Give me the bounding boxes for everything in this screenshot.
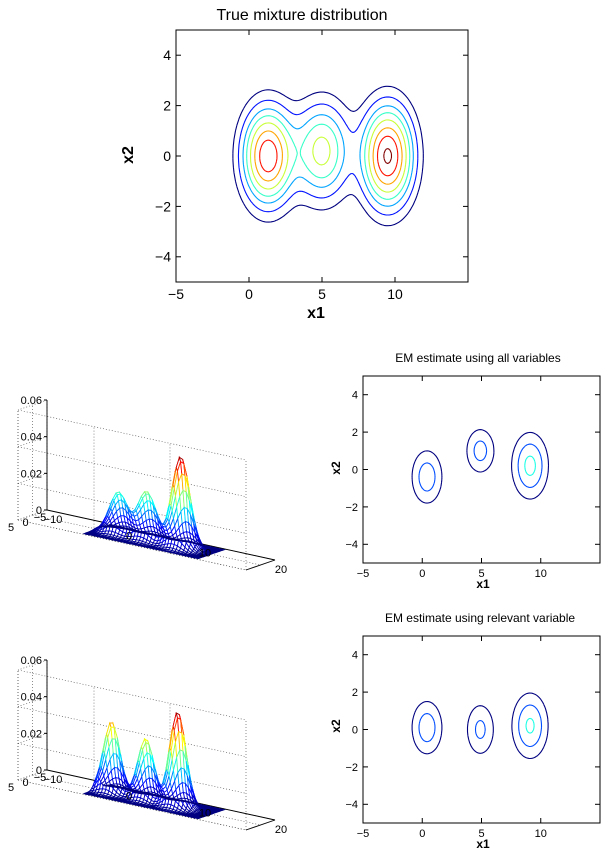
- x-tick-label: −5: [168, 286, 184, 302]
- contour-line: [232, 85, 424, 227]
- em-relevant-variable-contour-plot: EM estimate using relevant variable x1 x…: [329, 611, 601, 851]
- contour-line: [524, 455, 536, 476]
- x-axis: [245, 559, 276, 571]
- grid-line: [17, 659, 48, 671]
- x-axis-label: x1: [307, 305, 325, 322]
- y-axis-label: x2: [329, 719, 343, 733]
- plot-area: [362, 375, 601, 564]
- y-tick-label: −2: [345, 502, 358, 514]
- contour-line: [249, 119, 407, 193]
- y-tick-label: −2: [345, 762, 358, 774]
- contour-line: [525, 717, 535, 734]
- x-tick-label: 10: [199, 807, 211, 819]
- plot-area: [362, 635, 601, 824]
- x-tick-label: −10: [44, 514, 63, 526]
- x-tick-label: 10: [535, 828, 547, 840]
- x-tick-label: −10: [44, 774, 63, 786]
- y-axis-label: x2: [329, 461, 343, 475]
- contour-line: [237, 96, 419, 216]
- x-tick-label: 0: [126, 791, 132, 803]
- x-tick-label: 5: [318, 286, 326, 302]
- surface-cell: [218, 808, 226, 811]
- z-tick-label: 0: [36, 765, 42, 777]
- chart-title: EM estimate using all variables: [395, 351, 560, 365]
- y-tick-label: 5: [8, 522, 14, 534]
- x-axis-label: x1: [476, 837, 490, 851]
- y-tick-label: −4: [345, 539, 358, 551]
- contour-line: [383, 148, 393, 164]
- chart-title: True mixture distribution: [216, 7, 387, 24]
- contour-line: [418, 440, 543, 492]
- z-tick-label: 0.04: [21, 432, 42, 444]
- contour-line: [259, 135, 399, 177]
- y-tick-label: −4: [345, 799, 358, 811]
- true-mixture-contour-plot: True mixture distribution x1 x2 −5 0 5 10 −4…: [120, 7, 469, 322]
- em-all-variables-contour-plot: EM estimate using all variables x1 x2 −5…: [329, 351, 601, 591]
- y-tick-label: 4: [163, 47, 171, 63]
- y-tick-label: 2: [352, 687, 358, 699]
- chart-title: EM estimate using relevant variable: [385, 611, 575, 625]
- grid-line: [17, 409, 247, 461]
- y-tick-label: 0: [22, 777, 28, 789]
- z-tick-label: 0.02: [21, 728, 42, 740]
- z-tick-label: 0.04: [21, 692, 42, 704]
- x-tick-label: −5: [357, 568, 370, 580]
- y-tick-label: 5: [8, 782, 14, 794]
- y-tick-label: 4: [352, 390, 358, 402]
- y-tick-label: −5: [34, 772, 47, 784]
- x-tick-label: 0: [126, 531, 132, 543]
- y-tick-label: 0: [352, 464, 358, 476]
- z-tick-label: 0: [36, 505, 42, 517]
- surface-cell: [218, 548, 226, 551]
- grid-line: [17, 446, 247, 497]
- contour-line: [411, 429, 550, 504]
- grid-line: [17, 696, 48, 707]
- y-tick-label: −5: [34, 512, 47, 524]
- x-axis: [245, 819, 276, 831]
- contour-line: [418, 704, 543, 748]
- z-tick-label: 0.06: [21, 655, 42, 667]
- y-tick-label: 0: [352, 724, 358, 736]
- z-tick-label: 0.02: [21, 468, 42, 480]
- grid-line: [17, 669, 247, 721]
- y-tick-label: 0: [22, 517, 28, 529]
- grid-line: [17, 436, 48, 447]
- x-tick-label: 0: [419, 828, 425, 840]
- y-tick-label: 0: [163, 148, 171, 164]
- y-axis-label: x2: [120, 146, 137, 164]
- contour-line: [246, 112, 411, 200]
- x-tick-label: 20: [275, 824, 287, 836]
- z-tick-label: 0.06: [21, 395, 42, 407]
- y-tick-label: 4: [352, 650, 358, 662]
- x-tick-label: 20: [275, 564, 287, 576]
- contour-line: [411, 692, 549, 760]
- x-tick-label: 0: [419, 568, 425, 580]
- y-tick-label: −4: [155, 249, 171, 265]
- x-tick-label: 10: [387, 286, 403, 302]
- contour-line: [242, 105, 414, 207]
- x-axis-label: x1: [476, 577, 490, 591]
- y-tick-label: 2: [352, 427, 358, 439]
- x-tick-label: 0: [245, 286, 253, 302]
- plot-area: [175, 29, 469, 283]
- y-tick-label: −2: [155, 198, 171, 214]
- x-tick-label: 5: [478, 828, 484, 840]
- grid-line: [17, 706, 247, 757]
- x-tick-label: 10: [535, 568, 547, 580]
- grid-line: [17, 399, 48, 411]
- x-tick-label: 5: [478, 568, 484, 580]
- y-tick-label: 2: [163, 98, 171, 114]
- x-tick-label: 10: [199, 547, 211, 559]
- contour-line: [254, 127, 403, 185]
- x-tick-label: −5: [357, 828, 370, 840]
